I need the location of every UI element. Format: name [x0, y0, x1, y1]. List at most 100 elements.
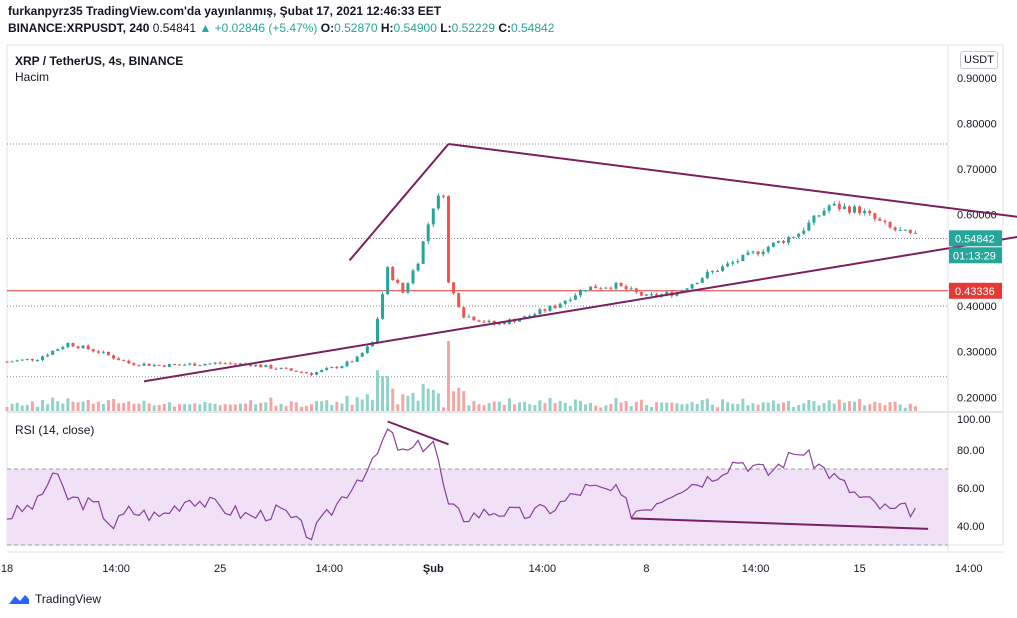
candle-body: [538, 309, 542, 315]
volume-bar: [198, 404, 202, 411]
volume-bar: [203, 402, 207, 411]
high-value: 0.54900: [393, 21, 437, 35]
candle-body: [599, 288, 603, 290]
rsi-line: [6, 428, 916, 541]
candle-body: [589, 286, 593, 290]
candle-body: [573, 295, 577, 300]
volume-bar: [847, 401, 851, 411]
volume-bar: [858, 399, 862, 411]
volume-bar: [690, 402, 694, 411]
candle-body: [858, 206, 862, 214]
volume-bar: [731, 403, 735, 411]
high-label: H:: [380, 21, 394, 35]
volume-bar: [680, 404, 684, 411]
candle-body: [208, 363, 212, 365]
candle-body: [142, 363, 146, 366]
volume-bar: [477, 404, 481, 411]
volume-bar: [695, 404, 699, 411]
volume-bar: [360, 399, 364, 411]
volume-bar: [101, 404, 105, 411]
candle-body: [436, 195, 440, 209]
candle-body: [304, 372, 308, 374]
volume-bar: [913, 406, 917, 411]
time-tick-label: 8: [643, 563, 649, 575]
current-price-badge: [949, 230, 1002, 247]
volume-bar: [335, 401, 339, 411]
volume-bar: [315, 401, 319, 411]
currency-badge[interactable]: USDT: [960, 51, 998, 69]
volume-bar: [700, 400, 704, 411]
candle-body: [401, 282, 405, 293]
candle-body: [822, 210, 826, 216]
volume-bar: [781, 402, 785, 411]
volume-bar: [863, 405, 867, 411]
candle-body: [812, 215, 816, 223]
volume-bar: [20, 405, 24, 411]
time-tick-label: Şub: [423, 563, 444, 575]
volume-bar: [472, 401, 476, 411]
open-value: 0.52870: [334, 21, 378, 35]
volume-bar: [183, 404, 187, 411]
candle-body: [147, 363, 151, 366]
volume-bar: [771, 400, 775, 411]
volume-bar: [685, 403, 689, 411]
volume-bar: [345, 395, 349, 411]
candle-body: [609, 287, 613, 289]
candle-body: [487, 320, 491, 323]
candle-body: [883, 220, 887, 223]
volume-bar: [264, 402, 268, 411]
volume-bar: [853, 401, 857, 411]
volume-bar: [441, 407, 445, 411]
volume-bar: [568, 405, 572, 411]
volume-bar: [355, 397, 359, 411]
volume-bar: [797, 404, 801, 411]
volume-bar: [807, 399, 811, 411]
volume-bar: [639, 399, 643, 411]
volume-bar: [746, 405, 750, 411]
volume-bar: [117, 403, 121, 411]
volume-bar: [208, 403, 212, 411]
volume-bar: [873, 401, 877, 411]
candle-body: [827, 205, 831, 211]
volume-bar: [518, 402, 522, 411]
candle-body: [452, 282, 456, 294]
volume-bar: [30, 401, 34, 411]
candle-body: [137, 364, 141, 366]
candle-body: [619, 282, 623, 287]
candle-body: [756, 251, 760, 255]
volume-bar: [370, 399, 374, 411]
volume-bar: [832, 403, 836, 411]
candle-body: [25, 358, 29, 360]
volume-bar: [147, 403, 151, 411]
candle-body: [274, 368, 278, 370]
volume-bar: [137, 403, 141, 411]
volume-bar: [558, 400, 562, 411]
hline-price-label: 0.43336: [955, 286, 995, 298]
candle-body: [629, 288, 633, 290]
volume-bar: [127, 401, 131, 411]
brand-label: TradingView: [35, 592, 102, 606]
volume-bar: [76, 402, 80, 411]
candle-body: [853, 206, 857, 213]
volume-bar: [487, 402, 491, 411]
candle-body: [472, 316, 476, 321]
candle-body: [218, 362, 222, 364]
candle-body: [71, 343, 75, 347]
rsi-tick-label: 80.00: [957, 445, 985, 457]
candle-body: [543, 309, 547, 311]
volume-bar: [787, 401, 791, 411]
volume-bar: [751, 403, 755, 411]
volume-bar: [736, 404, 740, 411]
volume-bar: [107, 400, 110, 411]
volume-bar: [162, 403, 166, 411]
volume-bar: [482, 405, 486, 411]
candle-body: [518, 319, 522, 322]
volume-bar: [233, 404, 237, 411]
candle-body: [817, 215, 821, 217]
tradingview-logo[interactable]: TradingView: [8, 592, 101, 606]
volume-bar: [310, 404, 313, 411]
rsi-tick-label: 40.00: [957, 521, 985, 533]
price-tick-label: 0.90000: [957, 73, 997, 85]
candle-body: [639, 292, 643, 296]
